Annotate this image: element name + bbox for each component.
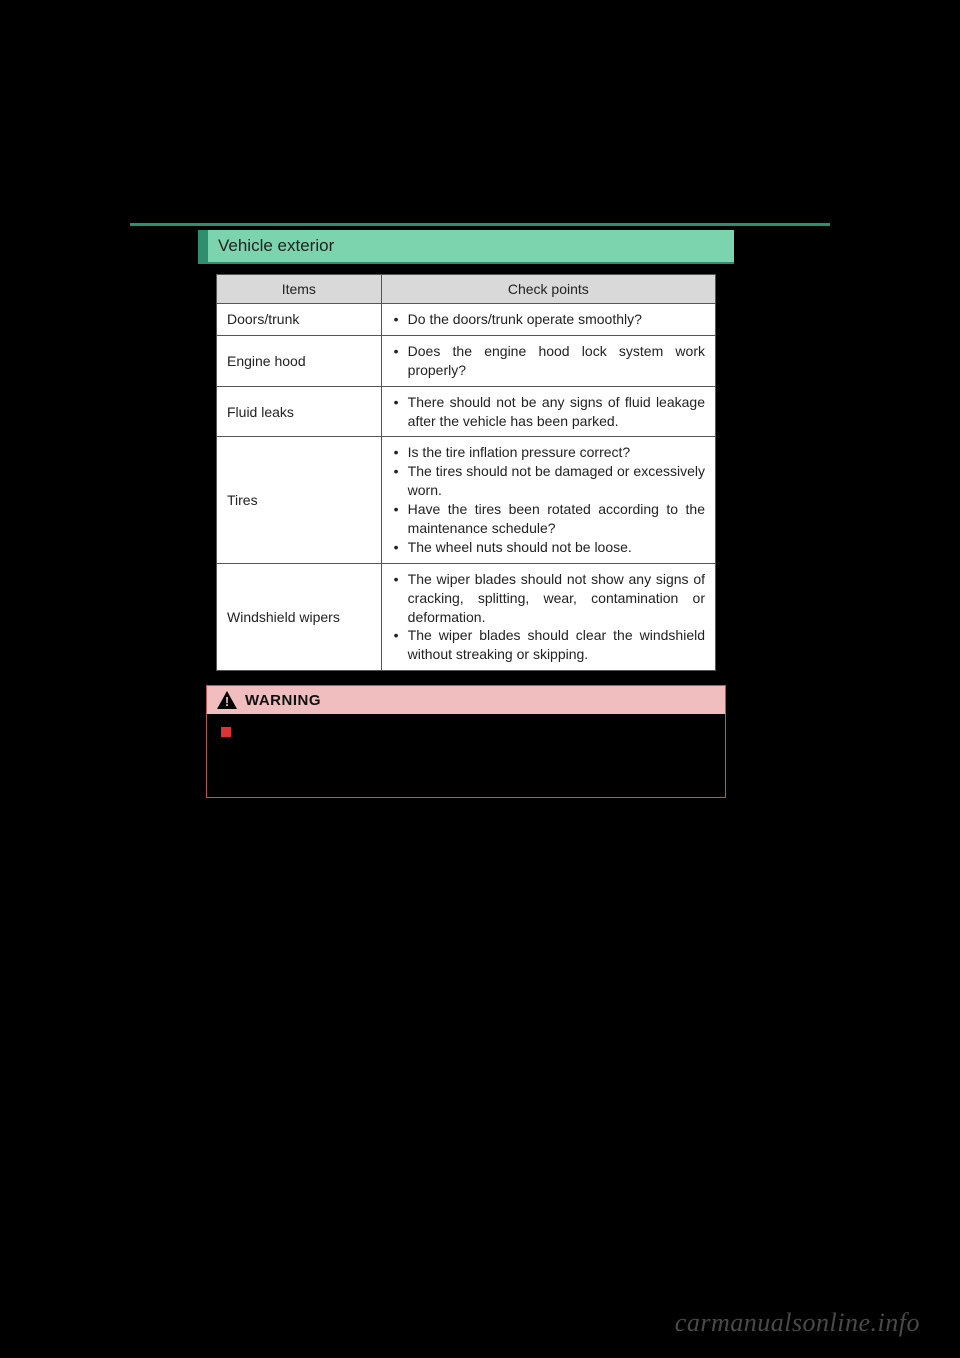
warning-body: If the engine is running Turn the engine… [207, 714, 725, 797]
manual-page: Vehicle exterior Items Check points Door… [0, 0, 960, 1358]
check-point: The wheel nuts should not be loose. [404, 538, 705, 557]
points-cell: Does the engine hood lock system work pr… [381, 335, 715, 386]
item-cell: Tires [217, 437, 382, 563]
check-point: There should not be any signs of fluid l… [404, 393, 705, 431]
warning-header: ! WARNING [207, 686, 725, 714]
section-header: Vehicle exterior [198, 230, 734, 264]
check-point: The tires should not be damaged or exces… [404, 462, 705, 500]
item-cell: Engine hood [217, 335, 382, 386]
table-row: Windshield wipers The wiper blades should… [217, 563, 716, 670]
check-point: The wiper blades should not show any sig… [404, 570, 705, 627]
item-cell: Windshield wipers [217, 563, 382, 670]
table-row: Doors/trunk Do the doors/trunk operate sm… [217, 304, 716, 336]
watermark: carmanualsonline.info [675, 1308, 920, 1338]
checklist-table: Items Check points Doors/trunk Do the doo… [216, 274, 716, 671]
check-point: Is the tire inflation pressure correct? [404, 443, 705, 462]
warning-title: WARNING [245, 692, 321, 709]
item-cell: Fluid leaks [217, 386, 382, 437]
table-row: Engine hood Does the engine hood lock sys… [217, 335, 716, 386]
red-square-icon [221, 727, 231, 737]
table-row: TiresIs the tire inflation pressure corr… [217, 437, 716, 563]
points-cell: Do the doors/trunk operate smoothly? [381, 304, 715, 336]
top-rule [130, 223, 830, 226]
check-point: Have the tires been rotated according to… [404, 500, 705, 538]
check-point: Do the doors/trunk operate smoothly? [404, 310, 705, 329]
warning-heading: If the engine is running [221, 724, 711, 744]
col-items: Items [217, 275, 382, 304]
svg-text:!: ! [225, 694, 229, 709]
points-cell: Is the tire inflation pressure correct?T… [381, 437, 715, 563]
points-cell: There should not be any signs of fluid l… [381, 386, 715, 437]
warning-text: Turn the engine off and ensure that ther… [239, 744, 711, 783]
check-point: The wiper blades should clear the windsh… [404, 626, 705, 664]
item-cell: Doors/trunk [217, 304, 382, 336]
table-row: Fluid leaks There should not be any signs… [217, 386, 716, 437]
check-point: Does the engine hood lock system work pr… [404, 342, 705, 380]
points-cell: The wiper blades should not show any sig… [381, 563, 715, 670]
col-points: Check points [381, 275, 715, 304]
table-header-row: Items Check points [217, 275, 716, 304]
content-area: Vehicle exterior Items Check points Door… [198, 230, 734, 798]
warning-box: ! WARNING If the engine is running Turn … [206, 685, 726, 798]
warning-icon: ! [217, 691, 237, 709]
